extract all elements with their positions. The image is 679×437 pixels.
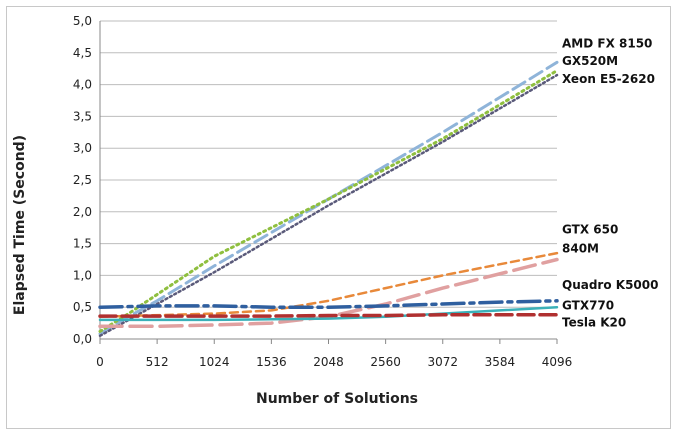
series-lines	[98, 60, 559, 338]
gridlines	[100, 20, 557, 308]
x-tick-label: 4096	[542, 355, 573, 369]
series-line	[98, 313, 559, 318]
series-label: Tesla K20	[562, 315, 626, 329]
y-tick-label: 3,0	[73, 141, 92, 155]
series-line	[98, 69, 559, 333]
axes: 0,0 0,5 1,0 1,5 2,0 2,5 3,0 3,5 4,0 4,5 5,0 0 512 102…	[73, 14, 572, 369]
series-label: Quadro K5000	[562, 278, 658, 292]
series-label: 840M	[562, 242, 599, 256]
y-tick-label: 4,5	[73, 46, 92, 60]
x-tick-label: 1024	[199, 355, 230, 369]
x-tick-label: 2560	[370, 355, 401, 369]
series-labels: AMD FX 8150 GX520M Xeon E5-2620 GTX 650 840M…	[562, 36, 658, 329]
x-tick-label: 3072	[427, 355, 458, 369]
x-axis-title: Number of Solutions	[256, 391, 418, 407]
y-tick-label: 0,5	[73, 300, 92, 314]
x-tick-label: 512	[146, 355, 169, 369]
series-line	[98, 299, 559, 309]
y-tick-label: 0,0	[73, 332, 92, 346]
x-tick-label: 3584	[485, 355, 516, 369]
series-label: GTX770	[562, 298, 614, 312]
series-label: AMD FX 8150	[562, 36, 652, 50]
series-line	[98, 251, 559, 318]
x-tick-label: 2048	[313, 355, 344, 369]
x-tick-label: 0	[96, 355, 104, 369]
y-axis-title: Elapsed Time (Second)	[12, 135, 28, 315]
y-tick-label: 5,0	[73, 14, 92, 28]
chart-frame	[6, 6, 671, 429]
y-tick-label: 3,5	[73, 109, 92, 123]
x-tick-label: 1536	[256, 355, 287, 369]
series-label: GX520M	[562, 54, 618, 68]
y-tick-label: 2,0	[73, 205, 92, 219]
series-line	[98, 73, 559, 338]
y-tick-label: 2,5	[73, 173, 92, 187]
y-tick-label: 1,5	[73, 237, 92, 251]
series-line	[98, 305, 559, 322]
series-label: Xeon E5-2620	[562, 72, 655, 86]
y-tick-label: 4,0	[73, 78, 92, 92]
series-label: GTX 650	[562, 223, 618, 237]
y-tick-label: 1,0	[73, 268, 92, 282]
